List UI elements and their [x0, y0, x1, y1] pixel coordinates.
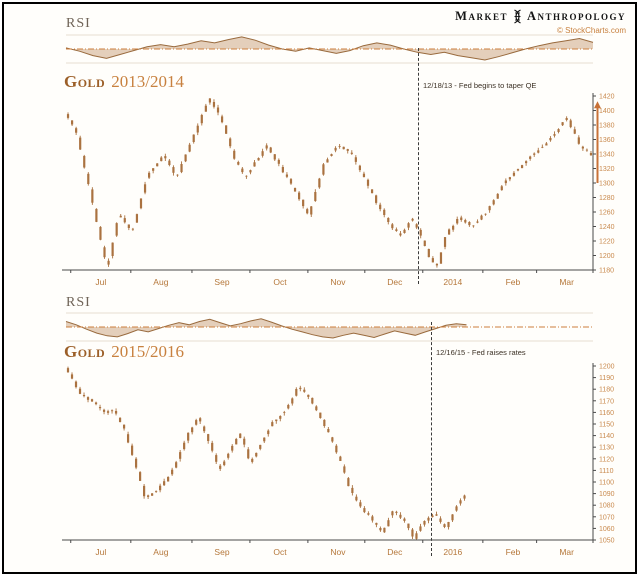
y-axis-label: 1180	[599, 387, 614, 394]
y-axis-label: 1100	[599, 480, 614, 487]
brand-anthropology: Anthropology	[526, 9, 626, 23]
x-axis-label: Feb	[506, 277, 521, 287]
x-axis-label: Dec	[387, 547, 403, 557]
x-axis-label: Aug	[153, 547, 168, 557]
y-axis-label: 1120	[599, 456, 614, 463]
fed-taper-annotation: 12/18/13 - Fed begins to taper QE	[423, 81, 537, 90]
fed-hike-annotation: 12/16/15 - Fed raises rates	[436, 348, 526, 357]
y-axis-label: 1400	[599, 108, 615, 115]
x-axis-label: Oct	[273, 547, 287, 557]
x-axis-label: Oct	[273, 277, 287, 287]
y-axis-label: 1360	[599, 137, 615, 144]
y-axis-label: 1200	[599, 253, 615, 260]
rsi-strip	[65, 312, 593, 342]
chart-title-2013-2014: Gold 2013/2014	[64, 72, 184, 92]
rsi-pane-2013-2014	[62, 34, 594, 69]
y-axis-label: 1090	[599, 491, 615, 498]
x-axis-label: Mar	[559, 277, 574, 287]
y-axis-label: 1200	[599, 364, 615, 371]
y-axis-label: 1220	[599, 239, 615, 246]
brand-market: Market	[455, 9, 508, 23]
y-axis-label: 1340	[599, 152, 615, 159]
axes: 1200 1190 1180 1170 1160 1150 1140 1130 1120 1110…	[62, 363, 615, 557]
x-axis-label: Jul	[95, 277, 106, 287]
x-axis-label: Sep	[214, 277, 229, 287]
y-axis-label: 1160	[599, 410, 614, 417]
y-axis-label: 1180	[599, 268, 614, 275]
title-gold: Gold	[64, 342, 106, 361]
y-axis-label: 1130	[599, 445, 614, 452]
y-axis-label: 1110	[599, 468, 614, 475]
title-years: 2015/2016	[111, 342, 184, 361]
y-axis-label: 1300	[599, 181, 615, 188]
rsi-series	[65, 36, 594, 61]
rsi-pane-2015-2016	[62, 312, 594, 347]
x-axis-label: 2016	[443, 547, 462, 557]
gold-2013-2014-chart: 1420 1400 1380 1360 1340 1320 1300 1280 1260 1240…	[58, 92, 633, 302]
fed-taper-dashed-line	[418, 48, 419, 284]
y-axis-label: 1080	[599, 503, 615, 510]
y-axis-label: 1050	[599, 538, 615, 545]
x-axis-label: Nov	[330, 547, 346, 557]
y-axis-label: 1280	[599, 195, 615, 202]
chart-title-2015-2016: Gold 2015/2016	[64, 342, 184, 362]
rsi-strip	[65, 34, 594, 64]
fed-hike-dashed-line	[431, 322, 432, 556]
rsi-label-top: RSI	[66, 16, 91, 31]
rally-arrow	[594, 101, 601, 183]
x-axis-label: Mar	[559, 547, 574, 557]
brand-name: Market Anthropology	[455, 9, 626, 24]
y-axis-label: 1150	[599, 422, 614, 429]
stockcharts-credit: © StockCharts.com	[556, 26, 626, 35]
y-axis-label: 1190	[599, 375, 614, 382]
brand-logo: Market Anthropology © StockCharts.com	[455, 9, 626, 35]
x-axis-label: Sep	[214, 547, 229, 557]
y-axis-label: 1240	[599, 224, 615, 231]
x-axis-label: Nov	[330, 277, 346, 287]
candlesticks	[66, 98, 593, 268]
title-gold: Gold	[64, 72, 106, 91]
x-axis-label: Dec	[387, 277, 403, 287]
y-axis-label: 1170	[599, 398, 614, 405]
y-axis-label: 1380	[599, 123, 615, 130]
y-axis-label: 1070	[599, 514, 615, 521]
rsi-label-bottom: RSI	[66, 295, 91, 310]
price-chart: 1200 1190 1180 1170 1160 1150 1140 1130 1120 1110…	[62, 363, 615, 557]
y-axis-label: 1140	[599, 433, 614, 440]
x-axis-label: Jul	[95, 547, 106, 557]
x-axis-label: 2014	[443, 277, 462, 287]
y-axis-label: 1260	[599, 210, 615, 217]
y-axis-label: 1320	[599, 166, 615, 173]
y-axis-label: 1060	[599, 526, 615, 533]
x-axis-label: Aug	[153, 277, 168, 287]
axes: 1420 1400 1380 1360 1340 1320 1300 1280 1260 1240…	[62, 93, 615, 287]
title-years: 2013/2014	[111, 72, 184, 91]
gold-2015-2016-chart: 1200 1190 1180 1170 1160 1150 1140 1130 1120 1110…	[58, 362, 633, 572]
rsi-series	[65, 318, 467, 339]
x-axis-label: Feb	[506, 547, 521, 557]
dna-icon	[514, 9, 521, 24]
y-axis-label: 1420	[599, 94, 615, 101]
candlesticks	[66, 366, 466, 540]
price-chart: 1420 1400 1380 1360 1340 1320 1300 1280 1260 1240…	[62, 93, 615, 287]
